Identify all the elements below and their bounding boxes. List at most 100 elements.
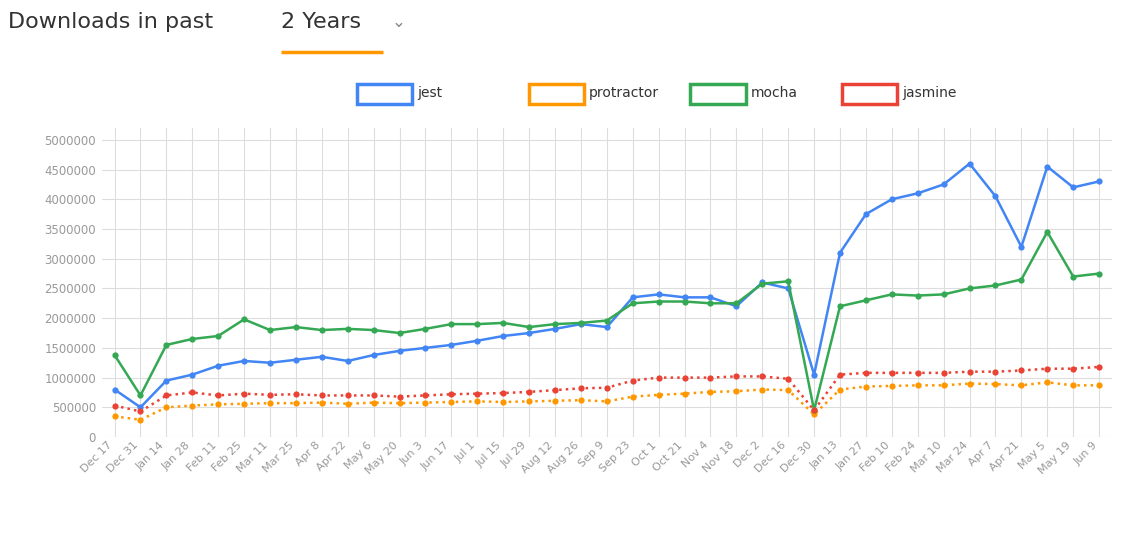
jest: [963, 160, 977, 167]
mocha: [1067, 273, 1080, 280]
Text: mocha: mocha: [751, 86, 798, 100]
jest: [833, 249, 847, 256]
jasmine: [625, 377, 639, 384]
jasmine: [393, 393, 406, 400]
jasmine: [341, 392, 355, 399]
jest: [263, 360, 277, 366]
mocha: [289, 324, 303, 330]
jest: [107, 386, 121, 393]
jasmine: [211, 392, 225, 399]
protractor: [393, 400, 406, 406]
jasmine: [107, 402, 121, 409]
jest: [651, 291, 665, 297]
jest: [575, 321, 588, 327]
jasmine: [703, 374, 717, 381]
FancyBboxPatch shape: [842, 84, 898, 104]
jest: [367, 352, 380, 358]
protractor: [367, 399, 380, 406]
jasmine: [781, 376, 795, 382]
jasmine: [549, 387, 562, 393]
protractor: [289, 400, 303, 406]
jest: [859, 211, 873, 217]
mocha: [575, 320, 588, 326]
jasmine: [963, 368, 977, 375]
mocha: [159, 342, 173, 348]
protractor: [911, 382, 925, 389]
protractor: [729, 388, 743, 394]
protractor: [1015, 382, 1029, 389]
jest: [1067, 184, 1080, 191]
jasmine: [807, 407, 821, 414]
jasmine: [315, 392, 329, 399]
jest: [133, 404, 147, 410]
jest: [1093, 178, 1106, 184]
jasmine: [471, 391, 484, 397]
jasmine: [1041, 366, 1054, 372]
jasmine: [911, 370, 925, 376]
protractor: [833, 386, 847, 393]
mocha: [833, 303, 847, 310]
jest: [471, 337, 484, 344]
mocha: [781, 278, 795, 285]
jest: [937, 181, 951, 188]
mocha: [1041, 229, 1054, 235]
jasmine: [1015, 367, 1029, 374]
jest: [1041, 163, 1054, 169]
jest: [911, 190, 925, 197]
mocha: [341, 326, 355, 332]
mocha: [729, 300, 743, 306]
jest: [601, 324, 614, 330]
Point: [273, 49, 287, 55]
mocha: [963, 285, 977, 292]
jasmine: [367, 392, 380, 399]
mocha: [885, 291, 899, 297]
jasmine: [133, 408, 147, 415]
protractor: [341, 401, 355, 407]
Line: protractor: protractor: [112, 379, 1102, 423]
jasmine: [1067, 366, 1080, 372]
mocha: [393, 330, 406, 336]
mocha: [211, 333, 225, 339]
protractor: [185, 402, 199, 409]
mocha: [263, 327, 277, 333]
jest: [341, 358, 355, 364]
mocha: [859, 297, 873, 303]
jest: [989, 193, 1003, 199]
mocha: [133, 392, 147, 399]
jest: [289, 357, 303, 363]
jasmine: [445, 391, 458, 398]
jest: [315, 353, 329, 360]
protractor: [859, 383, 873, 390]
mocha: [419, 326, 432, 332]
mocha: [367, 327, 380, 333]
jasmine: [185, 389, 199, 395]
mocha: [703, 300, 717, 306]
protractor: [419, 399, 432, 406]
jest: [755, 279, 769, 286]
jasmine: [575, 385, 588, 392]
jasmine: [729, 373, 743, 379]
mocha: [315, 327, 329, 333]
jest: [729, 303, 743, 310]
mocha: [107, 352, 121, 358]
mocha: [497, 320, 510, 326]
mocha: [677, 298, 691, 305]
jest: [781, 285, 795, 292]
mocha: [237, 316, 251, 322]
jasmine: [601, 384, 614, 391]
protractor: [651, 392, 665, 398]
jest: [703, 294, 717, 301]
protractor: [601, 398, 614, 405]
Text: protractor: protractor: [589, 86, 659, 100]
jasmine: [159, 392, 173, 399]
jasmine: [859, 370, 873, 376]
FancyBboxPatch shape: [357, 84, 412, 104]
Line: jest: jest: [112, 160, 1102, 410]
mocha: [755, 280, 769, 287]
protractor: [133, 417, 147, 423]
jest: [393, 348, 406, 354]
Line: mocha: mocha: [112, 229, 1102, 414]
mocha: [651, 298, 665, 305]
protractor: [755, 386, 769, 393]
protractor: [575, 397, 588, 403]
